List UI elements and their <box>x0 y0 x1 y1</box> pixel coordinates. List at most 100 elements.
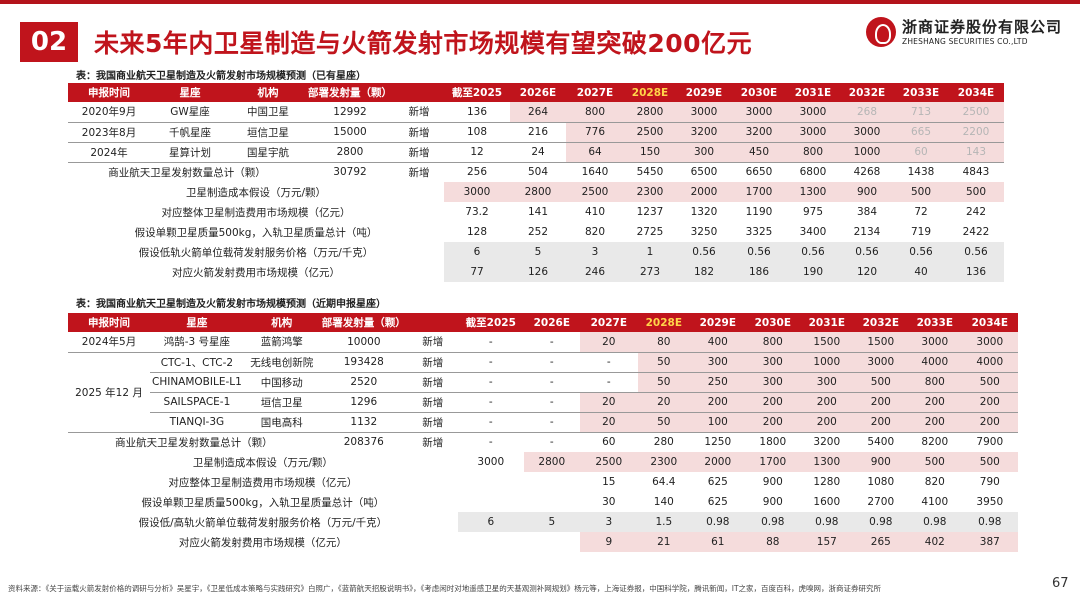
summary-value: 625 <box>707 496 728 508</box>
table-cell: 300 <box>745 372 800 393</box>
column-header: 2033E <box>894 83 948 102</box>
table-cell: 450 <box>732 142 786 163</box>
summary-value: 265 <box>853 532 908 552</box>
summary-value: - <box>549 436 554 449</box>
table-cell: 50 <box>637 372 690 393</box>
summary-value: 1700 <box>732 182 786 202</box>
summary-value: 2000 <box>676 182 732 202</box>
table-cell: 2020年9月 <box>68 102 150 123</box>
table-cell: 15000 <box>306 122 394 143</box>
summary-value: 1438 <box>907 166 935 179</box>
summary-value: 900 <box>840 182 894 202</box>
summary-value: 1080 <box>867 476 895 488</box>
table-cell: 3200 <box>732 122 786 143</box>
summary-value: 256 <box>466 166 488 179</box>
summary-value: 2800 <box>523 452 580 472</box>
column-header: 星座 <box>150 313 244 332</box>
table-cell: 3000 <box>786 122 840 143</box>
table-cell: 200 <box>799 412 854 433</box>
table-cell: 24 <box>510 142 566 163</box>
summary-row: 对应火箭发射费用市场规模（亿元） 77 126 246 273 182 186 190 120 4… <box>68 262 1004 282</box>
summary-value: 60 <box>602 436 616 449</box>
summary-value: 0.98 <box>907 512 962 532</box>
column-header: 部署发射量（颗） <box>319 313 408 332</box>
table-cell: 3200 <box>676 122 732 143</box>
table-cell: 268 <box>840 102 894 123</box>
summary-row: 对应整体卫星制造费用市场规模（亿元） 73.2 141 410 1237 1320 1190… <box>68 202 1004 222</box>
summary-value: 21 <box>637 532 690 552</box>
table-cell: 垣信卫星 <box>230 122 306 143</box>
table-cell: - <box>579 372 638 393</box>
table-cell: 鸿鹄-3 号星座 <box>150 332 244 353</box>
summary-value: 140 <box>653 496 674 508</box>
summary-value: 2134 <box>853 226 881 238</box>
table-cell: 12 <box>444 142 510 163</box>
table-cell: 300 <box>799 372 854 393</box>
summary-value: 6650 <box>745 166 773 179</box>
column-header: 机构 <box>230 83 306 102</box>
summary-value: 1 <box>624 242 676 262</box>
summary-note: 新增 <box>422 436 444 449</box>
summary-value: 1300 <box>799 452 854 472</box>
summary-value: 9 <box>579 532 638 552</box>
table-cell: 108 <box>444 122 510 143</box>
table-row: 2023年8月 千帆星座 垣信卫星 15000 新增 108 216 776 2500 3200 3… <box>68 122 1004 143</box>
summary-value: 1800 <box>759 436 787 449</box>
table-cell: 4000 <box>907 352 962 373</box>
summary-row: 对应整体卫星制造费用市场规模（亿元） 15 64.4 625 900 1280 1080 82… <box>68 472 1018 492</box>
table-cell: 3000 <box>907 332 962 353</box>
column-header: 2034E <box>948 83 1004 102</box>
table-cell: 2800 <box>306 142 394 163</box>
table-cell: 64 <box>566 142 624 163</box>
summary-value: 900 <box>762 496 783 508</box>
summary-value: 900 <box>762 476 783 488</box>
summary-total: 30792 <box>333 166 367 179</box>
table-cell: 136 <box>444 102 510 123</box>
table-row: CHINAMOBILE-L1 中国移动 2520 新增 - - -50 250 300 300 50… <box>68 372 1018 393</box>
table-cell: 200 <box>907 412 962 433</box>
column-header: 机构 <box>243 313 320 332</box>
summary-value: 1.5 <box>637 512 690 532</box>
summary-label: 对应火箭发射费用市场规模（亿元） <box>172 266 340 279</box>
summary-label: 对应整体卫星制造费用市场规模（亿元） <box>168 476 358 489</box>
table-cell: - <box>457 392 524 413</box>
table-cell: 20 <box>579 412 638 433</box>
summary-value <box>458 472 524 492</box>
summary-value: 2700 <box>867 496 895 508</box>
table-cell: - <box>523 352 580 373</box>
table-cell: 1000 <box>840 142 894 163</box>
summary-value: 4100 <box>921 496 949 508</box>
table-cell: 80 <box>637 332 690 353</box>
summary-value: 0.56 <box>894 242 948 262</box>
summary-value: 40 <box>894 262 948 282</box>
table2-caption: 表：我国商业航天卫星制造及火箭发射市场规模预测（近期申报星座） <box>76 299 386 310</box>
summary-value: 3950 <box>976 496 1004 508</box>
summary-value: 3200 <box>813 436 841 449</box>
summary-value: 2000 <box>689 452 746 472</box>
summary-value: 900 <box>853 452 908 472</box>
summary-value: 120 <box>840 262 894 282</box>
column-header: 2028E <box>624 83 676 102</box>
column-header <box>407 313 458 332</box>
summary-value: 15 <box>602 476 616 488</box>
summary-label: 假设低/高轨火箭单位载荷发射服务价格（万元/千克） <box>138 516 388 529</box>
source-footnote: 资料来源：《关于运载火箭发射价格的调研与分析》吴星宇，《卫星低成本策略与实践研究… <box>8 584 882 593</box>
column-header: 2031E <box>799 313 854 332</box>
summary-value: 61 <box>689 532 746 552</box>
table-cell: - <box>523 332 580 353</box>
summary-row: 商业航天卫星发射数量总计（颗） 30792 新增 256 504 1640 5450 6500… <box>68 162 1004 182</box>
summary-value: 186 <box>732 262 786 282</box>
table-cell: 20 <box>579 392 638 413</box>
summary-value: - <box>488 436 493 449</box>
column-header: 截至2025 <box>444 83 510 102</box>
summary-value: 625 <box>707 476 728 488</box>
summary-row: 卫星制造成本假设（万元/颗） 3000 2800 2500 2300 2000 1700 13… <box>68 452 1018 472</box>
table-cell: 中国卫星 <box>230 102 306 123</box>
summary-value: 1237 <box>636 206 664 218</box>
summary-value: 6 <box>444 242 510 262</box>
table-cell: 2500 <box>948 102 1004 123</box>
summary-value: 128 <box>466 226 488 238</box>
company-logo: 浙商证券股份有限公司 ZHESHANG SECURITIES CO.,LTD <box>866 16 1062 52</box>
column-header: 2028E <box>637 313 690 332</box>
summary-value: 4268 <box>853 166 881 179</box>
